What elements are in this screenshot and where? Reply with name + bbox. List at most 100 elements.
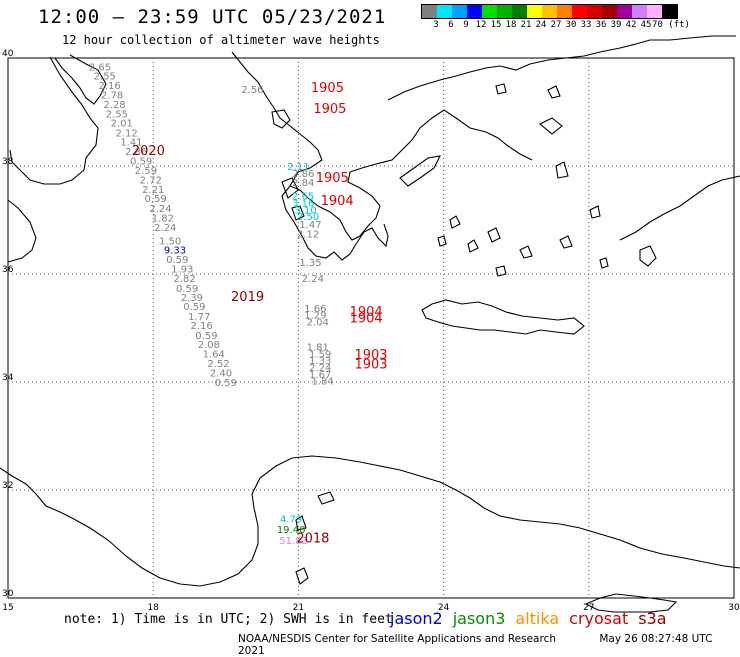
- wave-height-value: 19.40: [277, 525, 306, 536]
- wave-height-value: 2.84: [292, 178, 314, 189]
- scale-label: 15: [490, 20, 502, 30]
- wave-height-value: 2.59: [135, 166, 157, 177]
- coastline-cyclades: [437, 205, 609, 269]
- coastline-island-kythira: [295, 567, 309, 585]
- wave-height-value: 2.86: [292, 169, 314, 180]
- scale-label: 27: [550, 20, 562, 30]
- wave-height-value: 2.24: [154, 223, 176, 234]
- coastline-apulia: [54, 54, 107, 105]
- coastline-italy: [9, 56, 99, 185]
- wave-height-value: 2.01: [111, 119, 133, 130]
- wave-height-value: 2.16: [190, 321, 212, 332]
- scale-swatch: [572, 5, 587, 18]
- wave-height-value: 2.40: [210, 369, 232, 380]
- scale-swatch: [482, 5, 497, 18]
- coastline-peloponnese: [281, 185, 389, 261]
- wave-height-value: 2.39: [181, 293, 203, 304]
- pass-time-label: 1903: [354, 358, 387, 373]
- wave-height-value: 3.16: [292, 199, 314, 210]
- lat-lon-grid: 15 18 21 24 27 30 40 38 36 34 32 30: [2, 49, 740, 613]
- wave-height-value: 1.66: [304, 304, 326, 315]
- wave-height-value: 2.72: [140, 175, 162, 186]
- wave-height-value: 2.78: [101, 91, 123, 102]
- coastline-santorini: [495, 265, 507, 277]
- wave-height-value: 2.52: [207, 359, 229, 370]
- pass-time-label: 2019: [231, 290, 264, 305]
- scale-label: 21: [520, 20, 532, 30]
- coastline-thasos: [495, 83, 561, 99]
- coastline-corfu: [271, 109, 291, 129]
- wave-height-value: 2.86: [125, 147, 147, 158]
- coastline-zakynthos: [291, 205, 305, 221]
- pass-time-label: 1903: [354, 348, 387, 363]
- wave-height-value: 1.50: [159, 236, 181, 247]
- wave-height-value: 2.65: [292, 191, 314, 202]
- lat-tick-label: 38: [2, 157, 14, 167]
- wave-height-value: 2.12: [115, 128, 137, 139]
- scale-label: 9: [463, 20, 469, 30]
- wave-height-value: 0.59: [166, 255, 188, 266]
- lat-tick-label: 36: [2, 265, 14, 275]
- wave-height-value: 2.65: [89, 62, 111, 73]
- coastline-libya: [0, 455, 740, 587]
- scale-label: 24: [535, 20, 547, 30]
- wave-height-value: 1.35: [299, 258, 321, 269]
- scale-swatch: [632, 5, 647, 18]
- pass-time-label: 2020: [132, 144, 165, 159]
- scale-swatch: [647, 5, 662, 18]
- wave-height-value: 2.82: [174, 274, 196, 285]
- scale-label: 45: [640, 20, 652, 30]
- pass-time-label: 1904: [321, 194, 354, 209]
- lat-tick-label: 30: [2, 589, 14, 599]
- coastline-aegean-north: [387, 35, 736, 101]
- lat-tick-label: 40: [2, 49, 14, 59]
- wave-height-value: 2.56: [241, 85, 263, 96]
- wave-height-value: 0.59: [144, 194, 166, 205]
- coastline-libya-islets: [295, 491, 335, 531]
- scale-swatch: [497, 5, 512, 18]
- wave-height-value: 0.59: [195, 331, 217, 342]
- wave-height-value: 2.04: [307, 317, 329, 328]
- wave-height-value: 1.77: [188, 312, 210, 323]
- lat-tick-label: 32: [2, 481, 13, 491]
- scale-swatch: [467, 5, 482, 18]
- satellite-jason3: jason3: [452, 609, 506, 628]
- scale-swatch: [437, 5, 452, 18]
- coastline-turkey: [619, 175, 740, 241]
- footer-note: note: 1) Time is in UTC; 2) SWH is in fe…: [64, 612, 393, 627]
- wave-height-value: 2.55: [106, 109, 128, 120]
- wave-height-value: 1.93: [171, 264, 193, 275]
- wave-height-value: 1.81: [307, 343, 329, 354]
- wave-height-value: 3.10: [295, 206, 317, 217]
- wave-height-value: 9.33: [164, 245, 186, 256]
- scale-label: 39: [610, 20, 622, 30]
- map-frame: [7, 57, 735, 599]
- wave-height-value: 1.47: [299, 220, 321, 231]
- pass-time-label: 1905: [311, 81, 344, 96]
- coastlines: [0, 35, 740, 613]
- satellite-cryosat: cryosat: [569, 609, 629, 628]
- coastline-rhodes: [639, 245, 657, 267]
- pass-labels: 1905190519051904190419041903190320202019…: [132, 81, 388, 546]
- scale-swatch: [617, 5, 632, 18]
- wave-height-value: 0.59: [176, 284, 198, 295]
- wave-height-value: 2.55: [94, 72, 116, 83]
- satellite-jason2: jason2: [390, 609, 443, 628]
- wave-height-tracks: 2.652.552.162.782.282.552.012.121.412.86…: [89, 62, 334, 547]
- coastline-euboea: [399, 155, 441, 187]
- scale-label: 6: [448, 20, 454, 30]
- wave-height-value: 3.50: [297, 212, 319, 223]
- wave-height-color-scale: [421, 4, 678, 19]
- wave-height-value: 1.67: [309, 370, 331, 381]
- lon-tick-label: 30: [728, 603, 740, 613]
- color-scale-labels: 3 6 9 12 15 18 21 24 27 30 33 36 39 42 45 70 (ft): [421, 20, 740, 32]
- scale-swatch: [602, 5, 617, 18]
- scale-label: 3: [433, 20, 439, 30]
- scale-label: 30: [565, 20, 577, 30]
- pass-time-label: 1905: [316, 171, 349, 186]
- wave-height-value: 1.41: [120, 137, 142, 148]
- coastline-chios: [555, 161, 569, 179]
- wave-height-value: 2.28: [103, 100, 125, 111]
- credit-text: NOAA/NESDIS Center for Satellite Applica…: [238, 633, 556, 645]
